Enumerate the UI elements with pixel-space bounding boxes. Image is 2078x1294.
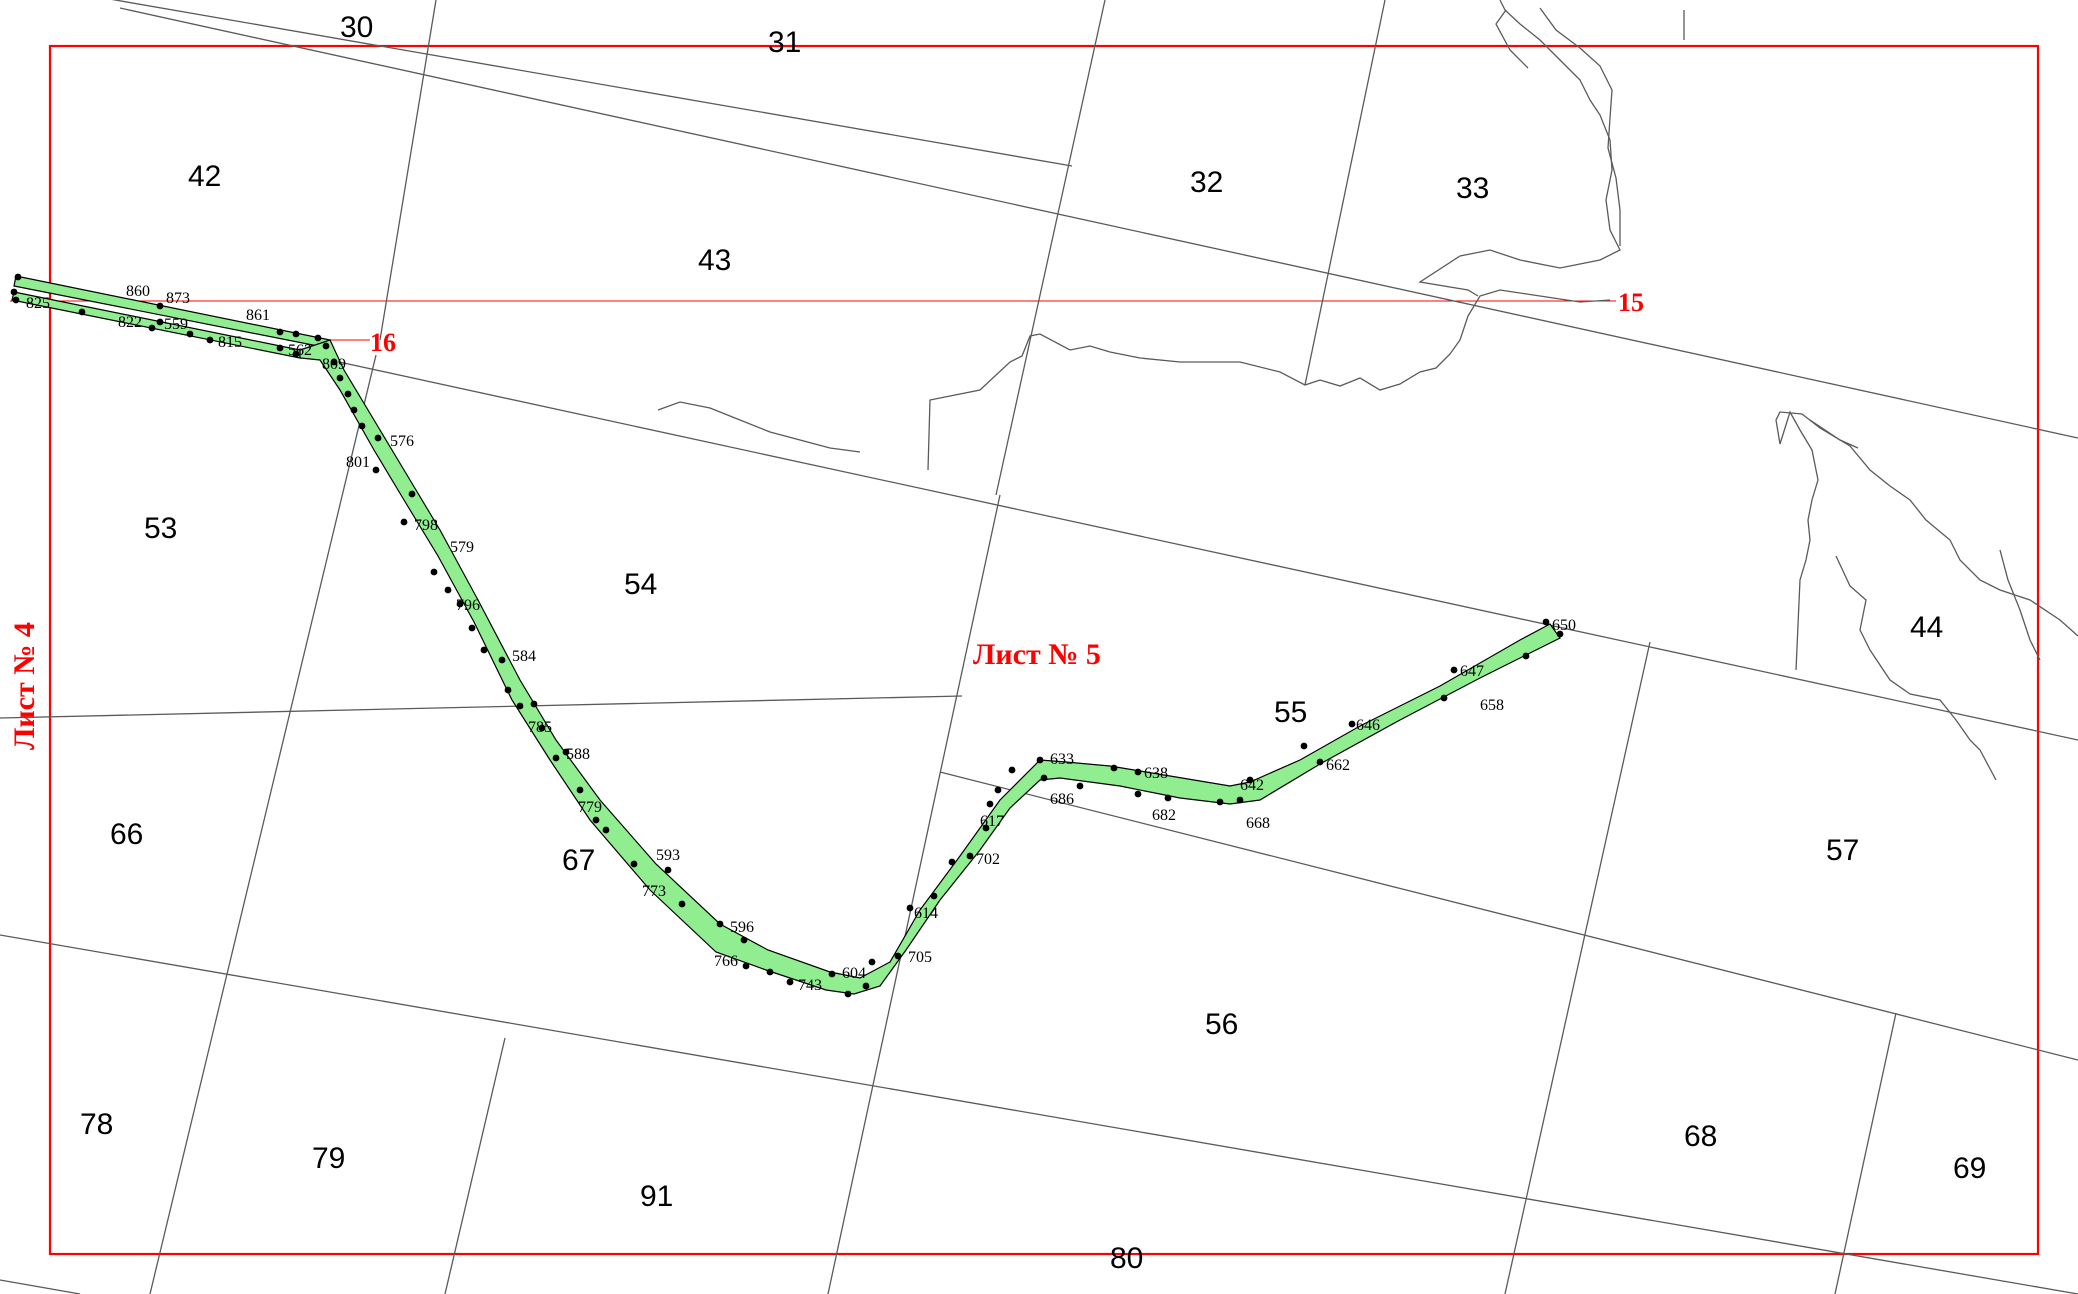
point-label: 614 [914, 905, 938, 922]
point-label: 562 [288, 342, 312, 359]
parcel-label: 54 [624, 568, 657, 601]
point-label: 588 [566, 746, 590, 763]
point-label: 646 [1356, 717, 1380, 734]
parcel-label: 44 [1910, 611, 1943, 644]
point-label: 809 [322, 356, 346, 373]
point-labels: 860 873 825 822 559 861 815 562 809 576 … [26, 283, 1576, 994]
route-vertices [10, 273, 1564, 998]
point-label: 702 [976, 851, 1000, 868]
route-corridor [11, 275, 1561, 995]
point-label: 647 [1460, 663, 1484, 680]
parcel-label: 43 [698, 244, 731, 277]
sheet-frame [48, 44, 2040, 1256]
point-label: 860 [126, 283, 150, 300]
parcel-label: 79 [312, 1142, 345, 1175]
point-label: 743 [798, 977, 822, 994]
point-label: 638 [1144, 765, 1168, 782]
parcel-label: 67 [562, 844, 595, 877]
parcel-label: 33 [1456, 172, 1489, 205]
point-label: 798 [414, 517, 438, 534]
parcel-label: 57 [1826, 834, 1859, 867]
point-label: 642 [1240, 777, 1264, 794]
point-label: 773 [642, 883, 666, 900]
point-label: 650 [1552, 617, 1576, 634]
parcel-labels: 30 31 32 33 42 43 44 53 54 55 56 57 66 6… [80, 11, 1986, 1275]
point-label: 822 [118, 314, 142, 331]
point-label: 686 [1050, 791, 1074, 808]
point-label: 617 [980, 813, 1004, 830]
point-label: 584 [512, 648, 536, 665]
parcel-label: 32 [1190, 166, 1223, 199]
point-label: 705 [908, 949, 932, 966]
adjacent-sheet-label: Лист № 4 [8, 622, 41, 750]
point-label: 576 [390, 433, 414, 450]
point-label: 593 [656, 847, 680, 864]
point-label: 579 [450, 539, 474, 556]
point-label: 604 [842, 965, 866, 982]
point-label: 815 [218, 334, 242, 351]
parcel-label: 56 [1205, 1008, 1238, 1041]
parcel-label: 80 [1110, 1242, 1143, 1275]
point-label: 633 [1050, 751, 1074, 768]
point-label: 682 [1152, 807, 1176, 824]
parcel-label: 68 [1684, 1120, 1717, 1153]
parcel-label: 91 [640, 1180, 673, 1213]
point-label: 658 [1480, 697, 1504, 714]
sheet-marker-16: 16 [370, 328, 396, 357]
point-label: 662 [1326, 757, 1350, 774]
sheet-marker-15: 15 [1618, 288, 1644, 317]
point-label: 825 [26, 295, 50, 312]
parcel-label: 53 [144, 512, 177, 545]
parcel-label: 66 [110, 818, 143, 851]
parcel-label: 42 [188, 160, 221, 193]
parcel-label: 30 [340, 11, 373, 44]
terrain-contours [657, 0, 2078, 781]
point-label: 796 [456, 597, 480, 614]
parcel-label: 31 [768, 26, 801, 59]
point-label: 766 [714, 953, 738, 970]
point-label: 779 [578, 799, 602, 816]
point-label: 668 [1246, 815, 1270, 832]
point-label: 785 [528, 719, 552, 736]
point-label: 861 [246, 307, 270, 324]
parcel-label: 69 [1953, 1152, 1986, 1185]
point-label: 559 [164, 316, 188, 333]
point-label: 873 [166, 290, 190, 307]
parcel-label: 55 [1274, 696, 1307, 729]
current-sheet-label: Лист № 5 [973, 638, 1101, 671]
parcel-label: 78 [80, 1108, 113, 1141]
point-label: 596 [730, 919, 754, 936]
point-label: 801 [346, 454, 370, 471]
